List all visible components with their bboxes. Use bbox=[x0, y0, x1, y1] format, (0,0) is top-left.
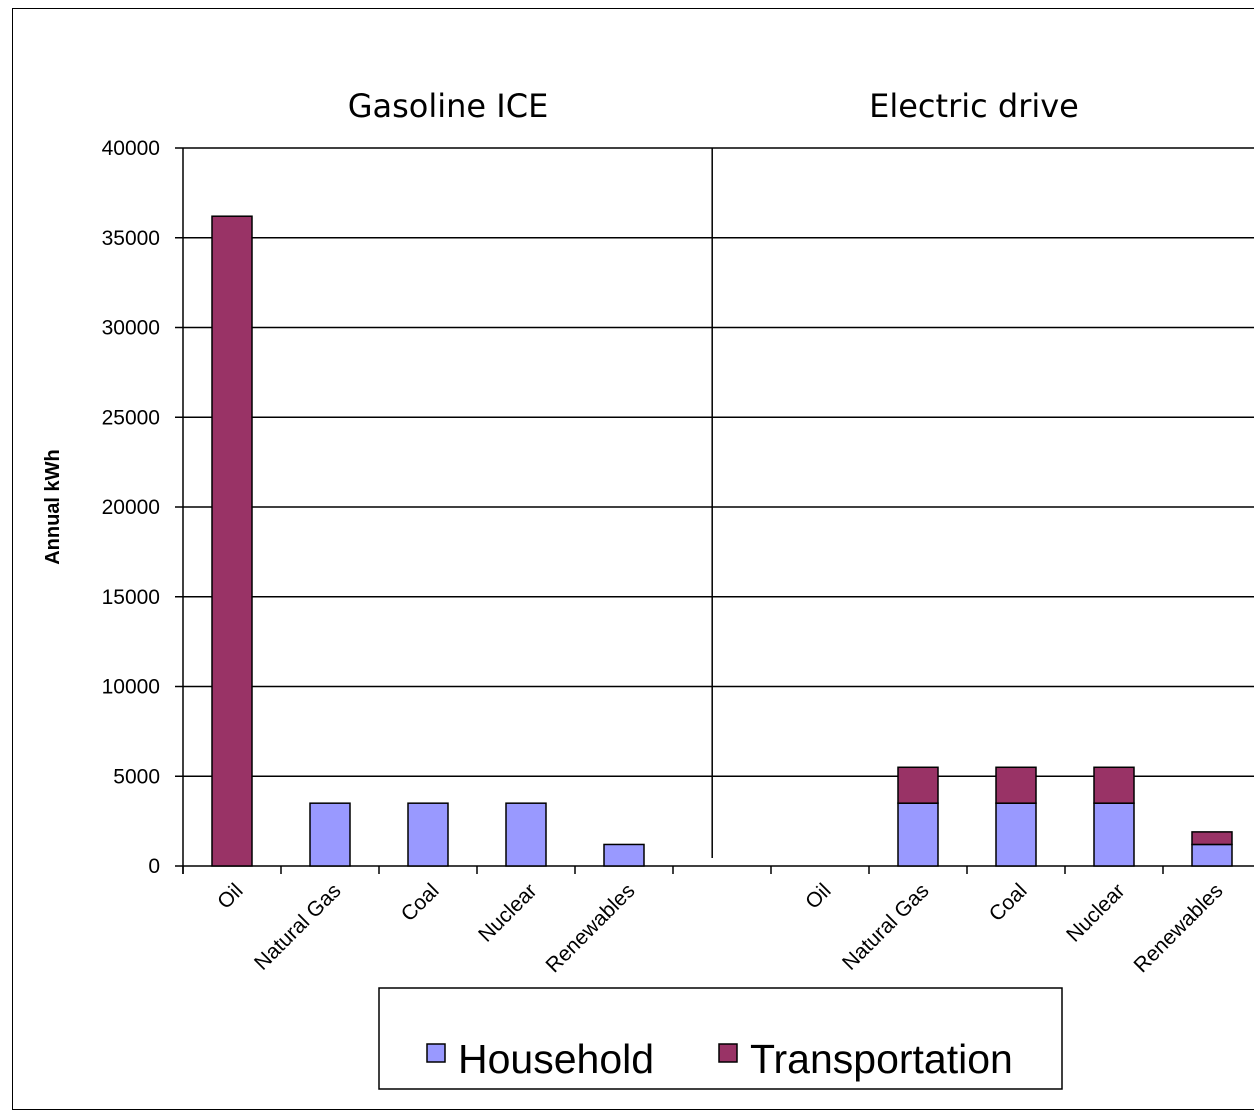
bar-household bbox=[407, 802, 449, 867]
legend-swatch-transportation bbox=[718, 1043, 738, 1063]
y-tick-label: 0 bbox=[148, 855, 160, 878]
group-title: Gasoline ICE bbox=[348, 87, 549, 125]
x-tick-label: Coal bbox=[985, 879, 1032, 926]
y-tick-label: 25000 bbox=[102, 406, 160, 429]
y-tick-label: 35000 bbox=[102, 227, 160, 250]
legend-swatch-household bbox=[426, 1043, 446, 1063]
y-tick-label: 5000 bbox=[113, 765, 160, 788]
bar-household bbox=[603, 843, 645, 867]
y-tick-label: 15000 bbox=[102, 586, 160, 609]
bar-transportation bbox=[1191, 831, 1233, 846]
bar-transportation bbox=[995, 766, 1037, 804]
bar-household bbox=[995, 802, 1037, 867]
bar-transportation bbox=[1093, 766, 1135, 804]
y-tick-label: 10000 bbox=[102, 676, 160, 699]
x-tick-label: Oil bbox=[213, 879, 247, 913]
bar-household bbox=[309, 802, 351, 867]
bar-transportation bbox=[897, 766, 939, 804]
y-axis-label: Annual kWh bbox=[42, 449, 64, 565]
x-tick-label: Renewables bbox=[1130, 879, 1228, 977]
x-tick-label: Natural Gas bbox=[250, 879, 345, 974]
x-tick-label: Nuclear bbox=[474, 879, 541, 946]
x-tick-label: Renewables bbox=[542, 879, 640, 977]
legend-box bbox=[378, 987, 1063, 1090]
group-title: Electric drive bbox=[869, 87, 1079, 125]
y-tick-label: 30000 bbox=[102, 317, 160, 340]
bar-transportation bbox=[211, 215, 253, 867]
legend-label-transportation: Transportation bbox=[750, 1036, 1013, 1082]
bar-household bbox=[505, 802, 547, 867]
bar-household bbox=[897, 802, 939, 867]
x-tick-label: Nuclear bbox=[1062, 879, 1129, 946]
bar-household bbox=[1191, 843, 1233, 867]
legend-label-household: Household bbox=[458, 1036, 654, 1082]
x-tick-label: Oil bbox=[801, 879, 835, 913]
x-tick-label: Coal bbox=[397, 879, 444, 926]
x-tick-label: Natural Gas bbox=[838, 879, 933, 974]
y-tick-label: 20000 bbox=[102, 496, 160, 519]
bar-household bbox=[1093, 802, 1135, 867]
y-tick-label: 40000 bbox=[102, 137, 160, 160]
